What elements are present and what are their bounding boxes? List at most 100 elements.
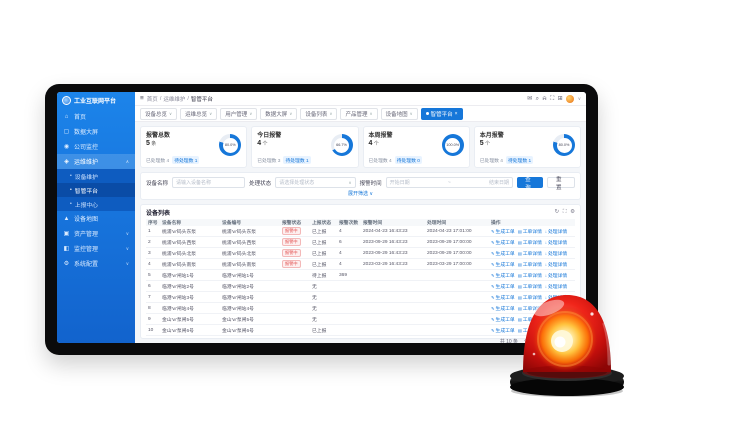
search-icon[interactable]: ⌕ xyxy=(535,95,539,102)
stat-card-number: 5 xyxy=(146,140,150,147)
user-menu-caret-icon[interactable]: ∨ xyxy=(577,95,581,101)
status-select[interactable]: 请选择处理状态 ∨ xyxy=(275,177,356,188)
breadcrumb-item[interactable]: 智管平台 xyxy=(190,96,213,103)
action-edit-link[interactable]: ✎ 生成工单 xyxy=(491,283,515,290)
action-download-link[interactable]: ↓处理详情 xyxy=(545,261,567,268)
detail-icon: ▤ xyxy=(517,316,522,322)
pagination-prev-button[interactable]: ‹ xyxy=(524,338,526,343)
sidebar-item-monitor-manage[interactable]: ◧ 监控管理 ∨ xyxy=(57,241,135,256)
download-icon: ↓ xyxy=(544,261,547,267)
progress-percent-label: 80.0% xyxy=(556,137,572,153)
time-range-picker[interactable]: 开始日期 ~ 结束日期 xyxy=(385,177,514,188)
action-edit-link[interactable]: ✎ 生成工单 xyxy=(491,272,515,279)
table-row[interactable]: 4 桃浦'w'码头南泵 桃浦'w'码头南泵 报警中 已上报 4 2023-03-29 16:… xyxy=(146,259,575,270)
progress-donut: 80.0% xyxy=(553,134,575,156)
action-label: 工单详情 xyxy=(522,240,542,246)
cell-alarm-time: 2024-04-23 16:43:23 xyxy=(363,228,408,234)
device-name-label: 设备名称 xyxy=(146,180,169,187)
table-row[interactable]: 5 临港'w'闸站1号 临港'w'闸站1号 待上报 369 ✎ 生成工单 ▤ 工单详情 ↓ 处理详情 xyxy=(146,270,575,281)
action-edit-link[interactable]: ✎ 生成工单 xyxy=(491,327,515,334)
action-edit-link[interactable]: ✎ 生成工单 xyxy=(491,294,515,301)
tab-运维总览[interactable]: 运维总览 ∨ xyxy=(180,107,218,120)
action-edit-link[interactable]: ✎ 生成工单 xyxy=(491,239,515,246)
action-label: 工单详情 xyxy=(522,251,542,257)
action-detail-link[interactable]: ▤工单详情 xyxy=(518,261,542,268)
tab-产品管理[interactable]: 产品管理 ∨ xyxy=(340,107,378,120)
cell-alarm-count: 4 xyxy=(339,261,342,267)
sidebar-item-asset-manage[interactable]: ▣ 资产管理 ∨ xyxy=(57,226,135,241)
sidebar-item-ops-maintenance[interactable]: ◈ 运维维护 ∧ xyxy=(57,154,135,169)
sidebar-item-device-map[interactable]: ▲ 设备地图 xyxy=(57,211,135,226)
action-edit-link[interactable]: ✎ 生成工单 xyxy=(491,316,515,323)
column-settings-icon[interactable]: ⚙ xyxy=(570,209,575,215)
close-icon[interactable]: × xyxy=(454,110,458,117)
action-detail-link[interactable]: ▤工单详情 xyxy=(518,228,542,235)
chevron-icon: ∧ xyxy=(125,158,129,164)
action-download-link[interactable]: ↓处理详情 xyxy=(545,283,567,290)
action-detail-link[interactable]: ▤工单详情 xyxy=(518,250,542,257)
table-body: 1 桃浦'w'码头东泵 桃浦'w'码头东泵 报警中 已上报 4 2024-04-23 16:… xyxy=(146,226,575,336)
table-fullscreen-icon[interactable]: ⛶ xyxy=(562,209,567,215)
table-row[interactable]: 2 桃浦'w'码头西泵 桃浦'w'码头西泵 报警中 已上报 6 2023-09-29 16:… xyxy=(146,237,575,248)
action-detail-link[interactable]: ▤工单详情 xyxy=(518,283,542,290)
action-edit-link[interactable]: ✎ 生成工单 xyxy=(491,250,515,257)
tab-设备总览[interactable]: 设备总览 ∨ xyxy=(140,107,178,120)
device-name-input[interactable]: 请输入设备名称 xyxy=(172,177,246,188)
action-download-link[interactable]: ↓处理详情 xyxy=(545,272,567,279)
table-row[interactable]: 6 临港'w'闸站2号 临港'w'闸站2号 无 ✎ 生成工单 ▤ 工单详情 ↓ 处理详情 xyxy=(146,281,575,292)
cell-device-name: 临港'w'闸站2号 xyxy=(162,284,194,290)
breadcrumb-item[interactable]: 首页 xyxy=(146,96,158,103)
cell-actions: ✎生成工单▤工单详情↓处理详情 xyxy=(489,228,575,235)
sidebar-item-system-config[interactable]: ⚙ 系统配置 ∨ xyxy=(57,256,135,271)
action-detail-link[interactable]: ▤工单详情 xyxy=(518,272,542,279)
expand-filters-link[interactable]: 展开筛选 ∨ xyxy=(347,191,374,197)
tab-设备地图[interactable]: 设备地图 ∨ xyxy=(380,107,418,120)
chevron-icon: ∨ xyxy=(125,245,129,251)
progress-donut: 80.0% xyxy=(219,134,242,156)
search-button[interactable]: 查询 xyxy=(517,177,544,191)
stat-card-number: 5 xyxy=(479,140,484,147)
sidebar-subitem-report-center[interactable]: • 上报中心 xyxy=(57,197,135,211)
action-detail-link[interactable]: ▤工单详情 xyxy=(518,294,542,301)
breadcrumb-item[interactable]: 运维维护 xyxy=(163,96,186,103)
action-edit-link[interactable]: ✎ 生成工单 xyxy=(491,228,515,235)
tab-数据大屏[interactable]: 数据大屏 ∨ xyxy=(260,107,298,120)
notification-bell-icon[interactable]: ⍾ xyxy=(542,95,547,102)
tab-设备列表[interactable]: 设备列表 ∨ xyxy=(300,107,338,120)
home-icon: ⌂ xyxy=(64,113,69,120)
action-download-link[interactable]: ↓处理详情 xyxy=(545,239,567,246)
edit-icon: ✎ xyxy=(491,283,495,289)
sidebar-item-home[interactable]: ⌂ 首页 xyxy=(57,109,135,124)
sidebar-subitem-smart-platform[interactable]: • 智管平台 xyxy=(57,183,135,197)
message-icon[interactable]: ✉ xyxy=(527,95,533,102)
tab-用户管理[interactable]: 用户管理 ∨ xyxy=(220,107,258,120)
sidebar-subitem-device-maintain[interactable]: • 设备维护 xyxy=(57,169,135,183)
cam-icon: ◧ xyxy=(63,246,70,252)
fullscreen-icon[interactable]: ⛶ xyxy=(549,95,555,102)
cell-device-name: 临港'w'闸站1号 xyxy=(162,273,194,279)
action-label: 处理详情 xyxy=(547,262,568,268)
status-placeholder: 请选择处理状态 xyxy=(279,180,315,186)
tab-active[interactable]: 智管平台 × xyxy=(420,107,463,120)
action-edit-link[interactable]: ✎ 生成工单 xyxy=(491,261,515,268)
collapse-menu-icon[interactable]: ≡ xyxy=(140,95,144,102)
cell-index: 1 xyxy=(148,228,151,234)
action-download-link[interactable]: ↓处理详情 xyxy=(545,228,567,235)
apps-grid-icon[interactable]: ⊞ xyxy=(557,95,563,102)
action-detail-link[interactable]: ▤工单详情 xyxy=(518,305,542,312)
sidebar-item-data-screen[interactable]: ▢ 数据大屏 xyxy=(57,124,135,139)
user-avatar[interactable] xyxy=(566,94,575,103)
column-header: 报警时间 xyxy=(363,221,383,226)
action-detail-link[interactable]: ▤工单详情 xyxy=(518,239,542,246)
action-download-link[interactable]: ↓处理详情 xyxy=(545,250,567,257)
action-edit-link[interactable]: ✎ 生成工单 xyxy=(491,305,515,312)
refresh-icon[interactable]: ↻ xyxy=(554,209,560,215)
table-row[interactable]: 1 桃浦'w'码头东泵 桃浦'w'码头东泵 报警中 已上报 4 2024-04-23 16:… xyxy=(146,226,575,237)
table-row[interactable]: 3 桃浦'w'码头北泵 桃浦'w'码头北泵 报警中 已上报 4 2023-09-29 16:… xyxy=(146,248,575,259)
reset-button[interactable]: 重置 xyxy=(547,177,575,191)
processed-count: 已处理数 4 xyxy=(368,158,392,164)
cell-index: 6 xyxy=(148,283,151,289)
stat-card-number: 4 xyxy=(368,140,373,147)
action-label: 生成工单 xyxy=(495,273,515,279)
sidebar-item-company-monitor[interactable]: ◉ 公司监控 xyxy=(57,139,135,154)
